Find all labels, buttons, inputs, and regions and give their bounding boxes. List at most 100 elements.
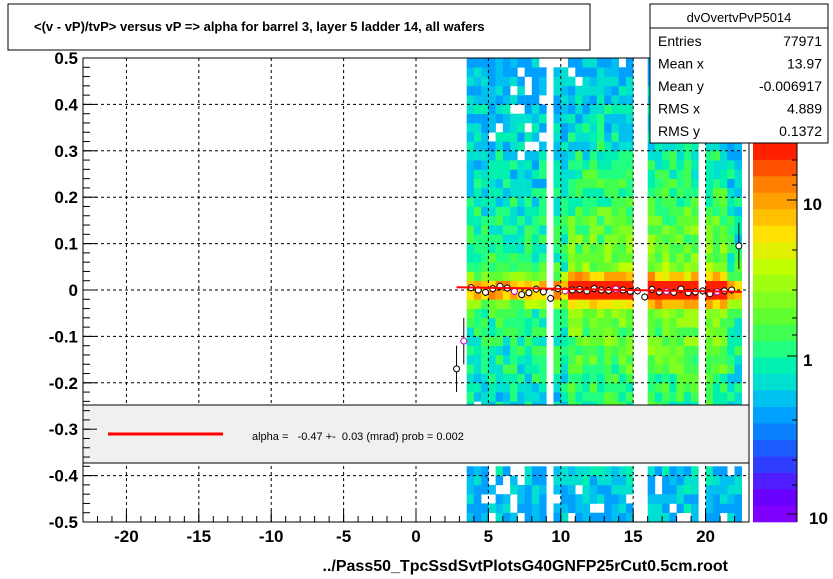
heatmap-cell: [604, 187, 612, 198]
heatmap-cell: [625, 271, 634, 281]
heatmap-cell: [604, 336, 612, 346]
heatmap-cell: [647, 355, 656, 365]
heatmap-cell: [495, 262, 504, 272]
heatmap-cell: [662, 355, 670, 365]
heatmap-cell: [597, 141, 605, 152]
heatmap-cell: [531, 58, 540, 68]
heatmap-cell: [524, 197, 533, 207]
heatmap-cell: [611, 290, 619, 300]
heatmap-cell: [473, 85, 482, 96]
heatmap-cell: [481, 345, 489, 356]
palette-swatch: [753, 390, 797, 407]
heatmap-cell: [466, 475, 475, 486]
heatmap-cell: [582, 95, 590, 105]
heatmap-cell: [568, 178, 576, 189]
heatmap-cell: [510, 234, 518, 244]
heatmap-cell: [683, 206, 692, 217]
heatmap-cell: [481, 503, 489, 513]
heatmap-cell: [654, 187, 663, 198]
heatmap-cell: [510, 364, 518, 374]
heatmap-cell: [589, 317, 598, 328]
heatmap-cell: [524, 382, 533, 393]
heatmap-cell: [597, 243, 605, 254]
heatmap-cell: [604, 160, 612, 170]
heatmap-cell: [654, 503, 663, 513]
heatmap-cell: [625, 475, 634, 486]
heatmap-cell: [539, 364, 547, 374]
heatmap-cell: [647, 373, 656, 384]
heatmap-cell: [488, 169, 496, 179]
heatmap-cell: [568, 262, 576, 272]
heatmap-cell: [604, 466, 612, 476]
heatmap-cell: [466, 290, 475, 300]
heatmap-cell: [597, 280, 605, 291]
heatmap-cell: [712, 150, 721, 161]
heatmap-cell: [582, 271, 590, 281]
heatmap-cell: [568, 280, 576, 291]
heatmap-cell: [625, 215, 634, 226]
heatmap-cell: [553, 67, 561, 77]
heatmap-cell: [712, 364, 721, 374]
heatmap-cell: [662, 494, 670, 504]
heatmap-cell: [524, 150, 533, 161]
heatmap-cell: [553, 364, 561, 374]
heatmap-cell: [625, 512, 634, 523]
heatmap-cell: [560, 373, 569, 384]
heatmap-cell: [466, 187, 475, 198]
heatmap-cell: [618, 85, 627, 96]
heatmap-cell: [597, 466, 605, 476]
heatmap-cell: [575, 345, 583, 356]
heatmap-cell: [575, 271, 583, 281]
heatmap-cell: [705, 225, 714, 235]
heatmap-cell: [647, 512, 656, 523]
heatmap-cell: [560, 197, 569, 207]
heatmap-cell: [712, 243, 721, 254]
heatmap-cell: [727, 299, 735, 309]
heatmap-cell: [582, 225, 590, 235]
heatmap-cell: [604, 95, 612, 105]
heatmap-cell: [466, 123, 475, 133]
stats-label: RMS x: [658, 101, 700, 117]
heatmap-cell: [611, 58, 619, 68]
heatmap-cell: [488, 299, 496, 309]
heatmap-cell: [539, 271, 547, 281]
heatmap-cell: [502, 67, 511, 77]
heatmap-cell: [481, 215, 489, 226]
heatmap-cell: [517, 76, 525, 87]
heatmap-cell: [495, 271, 504, 281]
heatmap-cell: [625, 364, 634, 374]
heatmap-cell: [582, 364, 590, 374]
heatmap-cell: [495, 187, 504, 198]
heatmap-cell: [691, 141, 699, 152]
heatmap-cell: [524, 345, 533, 356]
heatmap-cell: [582, 58, 590, 68]
heatmap-cell: [524, 317, 533, 328]
heatmap-cell: [683, 141, 692, 152]
heatmap-cell: [517, 234, 525, 244]
palette-swatch: [753, 489, 797, 506]
heatmap-cell: [691, 280, 699, 291]
heatmap-cell: [712, 280, 721, 291]
heatmap-cell: [712, 169, 721, 179]
heatmap-cell: [568, 252, 576, 263]
heatmap-cell: [727, 336, 735, 346]
heatmap-cell: [539, 392, 547, 402]
heatmap-cell: [575, 243, 583, 254]
heatmap-cell: [510, 58, 518, 68]
heatmap-cell: [502, 150, 511, 161]
heatmap-cell: [481, 308, 489, 319]
heatmap-cell: [647, 187, 656, 198]
heatmap-cell: [734, 187, 742, 198]
heatmap-cell: [654, 197, 663, 207]
heatmap-cell: [582, 104, 590, 114]
heatmap-cell: [582, 243, 590, 254]
heatmap-cell: [734, 327, 742, 337]
heatmap-cell: [647, 503, 656, 513]
heatmap-cell: [618, 206, 627, 217]
heatmap-cell: [705, 160, 714, 170]
heatmap-cell: [625, 373, 634, 384]
heatmap-cell: [597, 76, 605, 87]
heatmap-cell: [720, 299, 728, 309]
heatmap-cell: [466, 299, 475, 309]
heatmap-cell: [625, 252, 634, 263]
